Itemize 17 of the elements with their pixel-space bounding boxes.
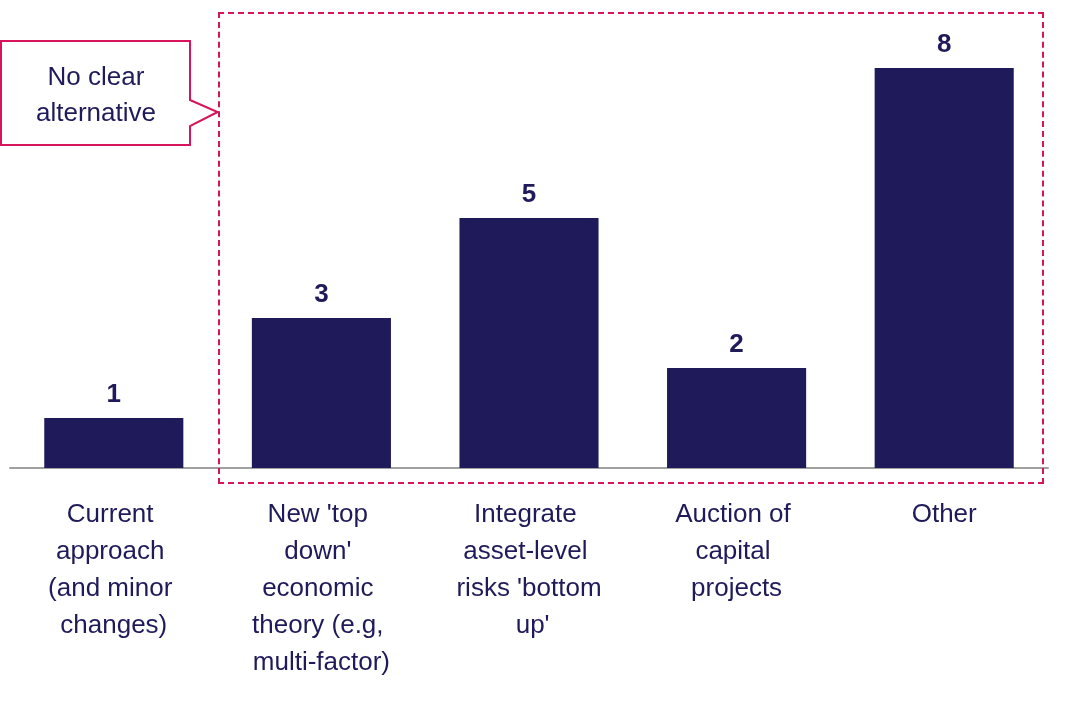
- data-label: 2: [729, 328, 744, 358]
- data-label: 1: [106, 378, 122, 408]
- x-tick-label: Auction of capital projects: [675, 497, 799, 602]
- callout-box: No clear alternative: [0, 40, 220, 146]
- bar: [874, 68, 1014, 468]
- bar: [459, 218, 599, 468]
- data-label: 8: [936, 28, 952, 58]
- data-label: 3: [314, 278, 329, 308]
- x-tick-label: Other: [911, 497, 978, 528]
- x-tick-label: Current approach (and minor changes): [48, 497, 180, 639]
- data-label: 5: [521, 178, 537, 208]
- bar: [667, 368, 807, 468]
- annotation: No clear alternative: [35, 60, 157, 129]
- x-tick-label: New 'top down' economic theory (e.g, multi-factor): [252, 497, 391, 676]
- bar: [44, 418, 184, 468]
- x-tick-label: Integrate asset-level risks 'bottom up': [456, 497, 602, 639]
- bar: [251, 318, 391, 468]
